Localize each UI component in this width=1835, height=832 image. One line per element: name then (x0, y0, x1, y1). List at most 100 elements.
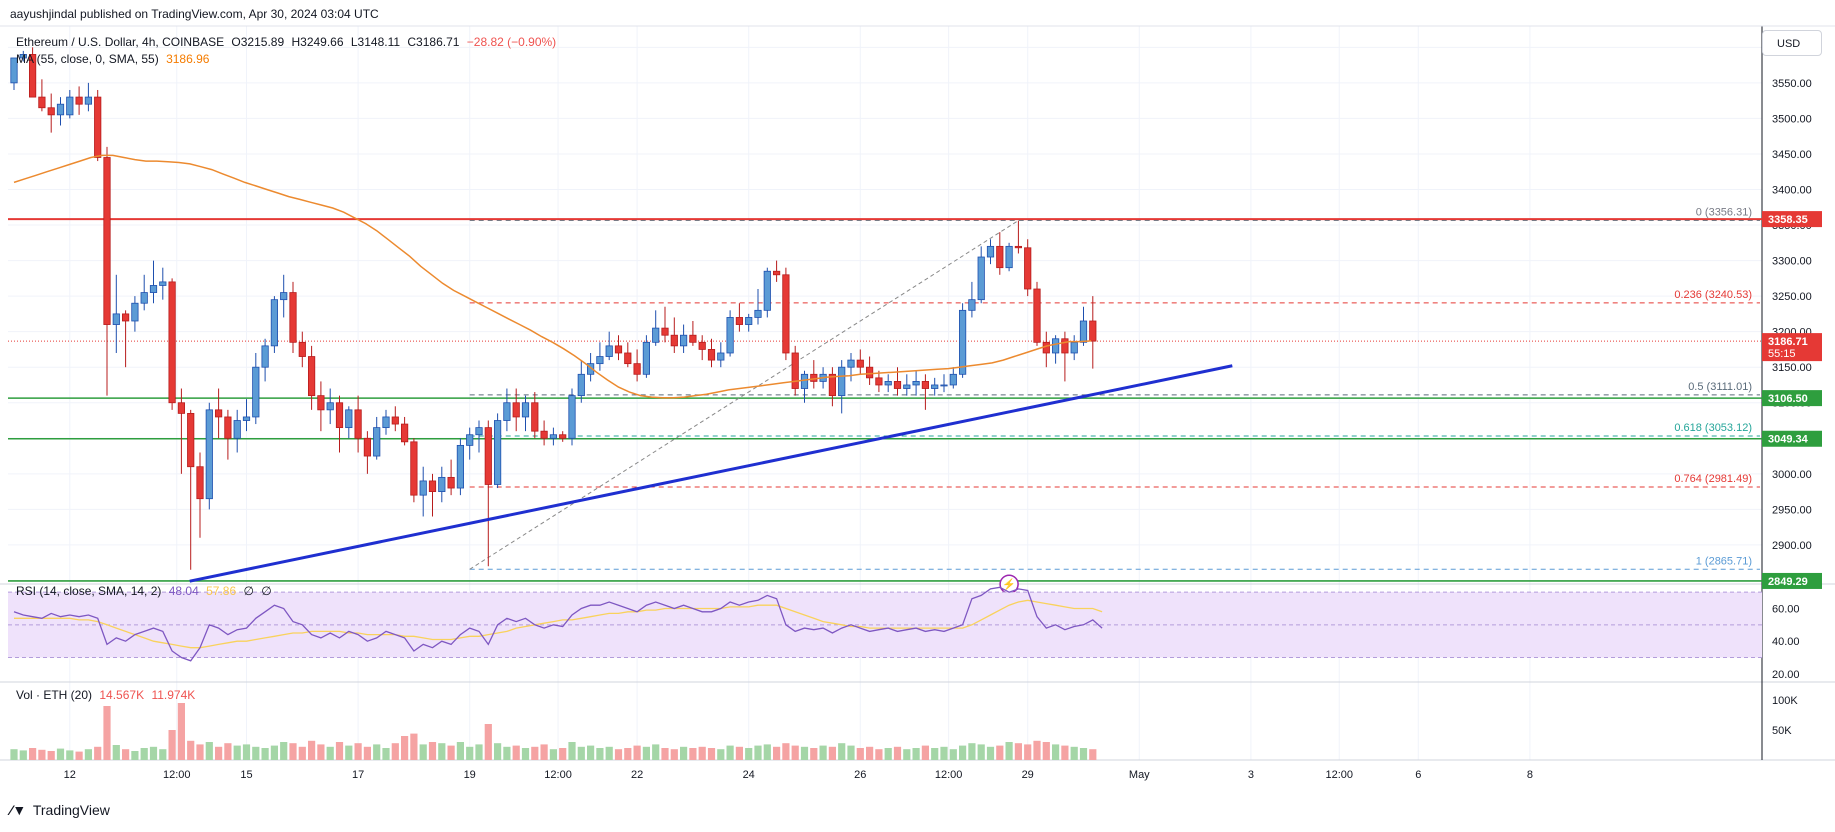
volume-bar (726, 745, 734, 760)
volume-bar (670, 749, 678, 760)
candle-body (363, 437, 372, 457)
fib-level-label: 0 (3356.31) (1696, 207, 1752, 219)
volume-bar (549, 749, 557, 760)
volume-bar (456, 742, 464, 760)
candle-body (122, 313, 130, 322)
volume-bar (614, 749, 623, 760)
volume-bar (19, 750, 27, 760)
last-price-badge-label: 3186.71 (1768, 336, 1808, 348)
volume-bar (577, 746, 585, 760)
volume-bar (587, 745, 595, 760)
candle-body (903, 384, 911, 389)
volume-bar (735, 746, 743, 760)
volume-bar (289, 743, 297, 760)
candle-body (159, 281, 167, 286)
volume-bar (270, 745, 278, 760)
candle-body (428, 480, 437, 492)
rsi-label[interactable]: RSI (14, close, SMA, 14, 2) (16, 584, 162, 598)
volume-bar (373, 744, 381, 760)
volume-bar (800, 746, 809, 760)
candle-body (1005, 245, 1013, 269)
last-price-badge (1762, 333, 1822, 362)
volume-bar (438, 743, 446, 760)
candle-body (84, 96, 92, 105)
volume-bar (335, 742, 344, 760)
fib-diagonal (469, 220, 1019, 570)
volume-bar (763, 744, 771, 760)
time-tick-label: 3 (1248, 769, 1254, 781)
tradingview-logo-icon: ⁄▼ (10, 802, 27, 818)
volume-label[interactable]: Vol · ETH (20) (16, 688, 93, 702)
price-tick-label: 2900.00 (1772, 540, 1812, 552)
publisher-text: aayushjindal published on TradingView.co… (10, 7, 379, 21)
candle-body (419, 480, 427, 496)
ma-label[interactable]: MA (55, close, 0, SMA, 55) (16, 52, 159, 66)
currency-button[interactable]: USD (1762, 30, 1822, 56)
time-tick-label: 12:00 (935, 769, 963, 781)
volume-bar (401, 736, 409, 760)
candle-body (828, 373, 837, 397)
candle-body (1079, 320, 1088, 343)
volume-bar (280, 742, 288, 760)
candle-body (131, 302, 139, 322)
candle-body (373, 427, 381, 457)
candles (10, 47, 1097, 570)
candle-body (233, 420, 241, 439)
candle-body (140, 292, 148, 304)
candle-body (726, 317, 734, 354)
volume-bar (1089, 749, 1097, 760)
volume-bar (540, 744, 548, 760)
volume-bar (996, 745, 1004, 760)
candle-body (940, 384, 948, 387)
ohlc-low: L3148.11 (350, 35, 401, 49)
volume-legend: Vol · ETH (20) 14.567K 11.974K (16, 688, 199, 702)
support-badge (1762, 572, 1822, 589)
volume-bar (866, 746, 874, 760)
candle-body (1033, 288, 1041, 343)
candle-body (791, 352, 799, 389)
volume-bar (447, 745, 455, 760)
candle-body (382, 416, 390, 429)
rsi-tick-label: 60.00 (1772, 604, 1800, 616)
volume-bar (596, 748, 604, 760)
candle-body (893, 381, 902, 389)
symbol-title[interactable]: Ethereum / U.S. Dollar, 4h, COINBASE (16, 35, 225, 49)
volume-bar (819, 745, 827, 760)
volume-bar (1079, 748, 1088, 760)
volume-bar (410, 733, 418, 760)
volume-bar (791, 745, 799, 760)
time-tick-label: 6 (1415, 769, 1421, 781)
fib-level-label: 0.5 (3111.01) (1688, 381, 1752, 393)
price-tick-label: 2950.00 (1772, 504, 1812, 516)
candle-body (596, 356, 604, 365)
candle-body (847, 359, 855, 368)
candle-body (252, 366, 260, 418)
candle-body (475, 427, 483, 436)
candle-body (400, 423, 409, 443)
volume-bar (168, 730, 176, 760)
candle-body (624, 352, 632, 365)
volume-bar (484, 724, 492, 760)
candle-body (670, 334, 678, 347)
volume-bar (177, 703, 185, 760)
volume-bar (1061, 745, 1069, 760)
volume-bar (680, 746, 688, 760)
resistance-badge-label: 3358.35 (1768, 214, 1808, 226)
volume-bar (652, 744, 660, 760)
volume-bar (633, 745, 641, 760)
candle-body (335, 402, 344, 429)
candle-body (735, 317, 744, 325)
resistance-badge (1762, 211, 1822, 228)
volume-bar (503, 746, 511, 760)
volume-bar (689, 748, 697, 760)
volume-bar (856, 748, 864, 760)
volume-bar (531, 746, 539, 760)
volume-bar (363, 746, 371, 760)
volume-bar (66, 750, 74, 760)
price-tick-label: 3500.00 (1772, 113, 1812, 125)
candle-body (307, 356, 316, 397)
candle-body (754, 309, 762, 318)
volume-bar (38, 749, 46, 760)
candle-body (438, 476, 446, 492)
